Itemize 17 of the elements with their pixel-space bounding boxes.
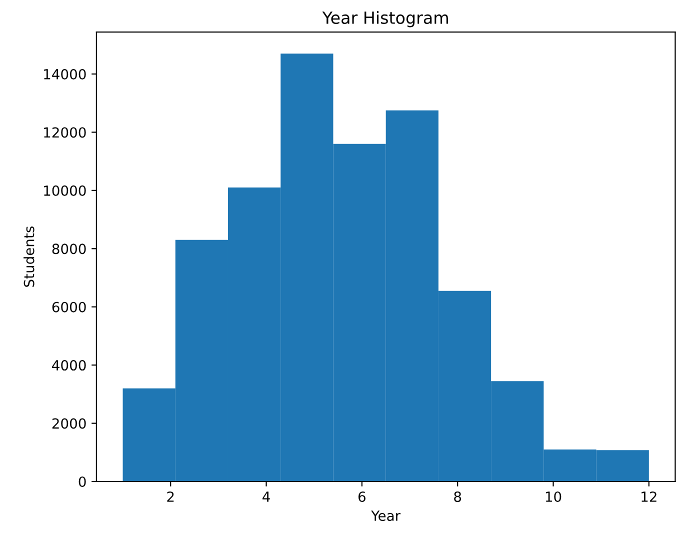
- y-tick-label: 0: [78, 476, 86, 487]
- x-tick-label: 12: [642, 491, 656, 502]
- chart-title: Year Histogram: [322, 11, 448, 28]
- y-tick-label: 4000: [52, 360, 86, 371]
- x-tick-label: 6: [358, 491, 366, 502]
- y-axis-title: Students: [24, 226, 34, 287]
- y-tick-label: 6000: [52, 302, 86, 312]
- x-axis-title: Year: [371, 510, 401, 521]
- x-tick-label: 8: [454, 491, 462, 502]
- x-tick-label: 10: [546, 491, 562, 502]
- y-tick-label: 10000: [44, 185, 86, 196]
- y-tick-label: 12000: [44, 127, 86, 138]
- y-tick-label: 14000: [44, 68, 86, 80]
- x-tick-label: 2: [167, 491, 174, 502]
- x-tick-label: 4: [262, 492, 270, 502]
- y-tick-label: 2000: [52, 418, 86, 429]
- y-tick-label: 8000: [52, 244, 86, 254]
